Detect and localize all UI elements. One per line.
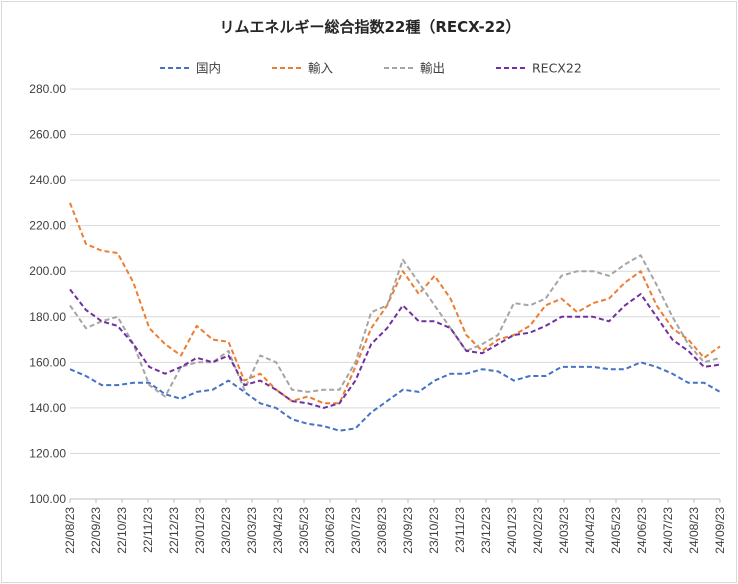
x-tick-label: 24/02/23 — [531, 507, 545, 554]
x-tick-label: 23/04/23 — [271, 507, 285, 554]
legend-label: 輸出 — [420, 61, 445, 76]
x-tick-label: 23/12/23 — [479, 507, 493, 554]
x-tick-label: 24/03/23 — [557, 507, 571, 554]
legend-label: RECX22 — [532, 61, 582, 76]
y-tick-label: 260.00 — [29, 128, 66, 142]
x-tick-label: 24/05/23 — [609, 507, 623, 554]
y-tick-label: 160.00 — [29, 355, 66, 369]
x-tick-label: 23/10/23 — [427, 507, 441, 554]
x-tick-label: 24/06/23 — [635, 507, 649, 554]
series-line-輸入 — [69, 202, 721, 405]
series-line-国内 — [69, 361, 721, 432]
x-tick-label: 24/08/23 — [687, 507, 701, 554]
y-tick-label: 120.00 — [29, 446, 66, 460]
series-group — [69, 202, 721, 432]
x-tick-label: 22/10/23 — [115, 507, 129, 554]
x-tick-label: 23/11/23 — [453, 507, 467, 553]
x-axis: 22/08/23 22/09/23 22/10/23 22/11/23 22/12/23… — [63, 499, 727, 554]
gridlines — [70, 88, 720, 500]
legend-label: 国内 — [196, 61, 221, 76]
x-tick-label: 23/03/23 — [245, 507, 259, 554]
series-line-輸出 — [69, 254, 721, 398]
x-tick-label: 23/06/23 — [323, 507, 337, 554]
x-tick-label: 24/07/23 — [661, 507, 675, 554]
y-tick-label: 200.00 — [29, 264, 66, 278]
x-tick-label: 23/01/23 — [193, 507, 207, 554]
chart-title: リムエネルギー総合指数22種（RECX-22） — [219, 18, 520, 36]
y-axis: 100.00 120.00 140.00 160.00 180.00 200.00 220.… — [29, 82, 66, 506]
x-tick-label: 22/12/23 — [167, 507, 181, 554]
x-tick-label: 22/08/23 — [63, 507, 77, 554]
x-tick-label: 24/04/23 — [583, 507, 597, 554]
x-tick-label: 24/01/23 — [505, 507, 519, 554]
y-tick-label: 280.00 — [29, 82, 66, 96]
x-tick-label: 23/05/23 — [297, 507, 311, 554]
x-tick-label: 22/09/23 — [89, 507, 103, 554]
y-tick-label: 220.00 — [29, 219, 66, 233]
x-tick-label: 24/09/23 — [713, 507, 727, 554]
y-tick-label: 240.00 — [29, 173, 66, 187]
x-tick-label: 22/11/23 — [141, 507, 155, 553]
x-tick-label: 23/07/23 — [349, 507, 363, 554]
series-line-RECX22 — [69, 288, 721, 409]
x-tick-label: 23/02/23 — [219, 507, 233, 554]
x-tick-label: 23/09/23 — [401, 507, 415, 554]
y-tick-label: 180.00 — [29, 310, 66, 324]
x-tick-label: 23/08/23 — [375, 507, 389, 554]
y-tick-label: 140.00 — [29, 401, 66, 415]
legend[interactable]: 国内 輸入 輸出 RECX22 — [160, 61, 582, 76]
y-tick-label: 100.00 — [29, 492, 66, 506]
legend-label: 輸入 — [308, 61, 334, 76]
